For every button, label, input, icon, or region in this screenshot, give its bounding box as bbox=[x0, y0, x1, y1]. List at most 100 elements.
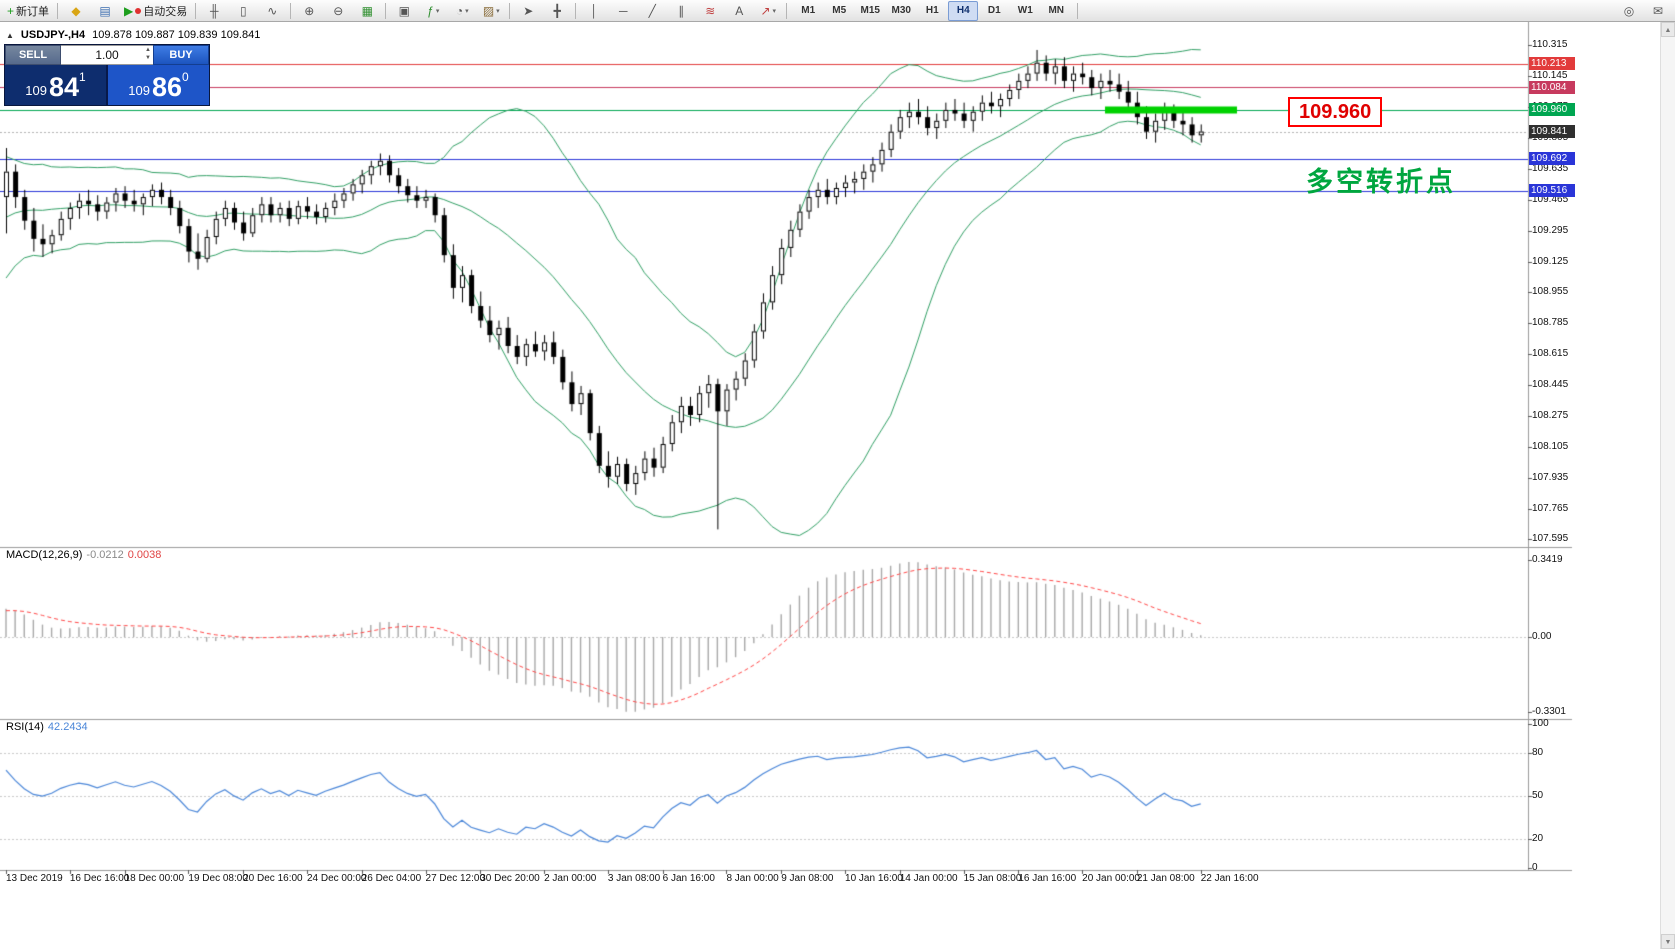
macd-name: MACD(12,26,9) bbox=[6, 549, 83, 561]
line-chart-icon: ∿ bbox=[267, 3, 278, 18]
price-tick-label: 108.785 bbox=[1532, 317, 1569, 329]
toolbar-separator bbox=[385, 2, 387, 19]
templates-dropdown-icon[interactable]: ▾ bbox=[496, 7, 500, 15]
turning-point-annotation[interactable]: 多空转折点 bbox=[1306, 167, 1456, 197]
price-level-annotation[interactable]: 109.960 bbox=[1288, 97, 1383, 127]
candlestick-chart-icon: ▯ bbox=[239, 3, 247, 18]
volume-down-icon[interactable]: ▼ bbox=[145, 55, 151, 61]
sell-button[interactable]: SELL bbox=[5, 45, 61, 65]
trendline-icon: ╱ bbox=[648, 3, 656, 18]
indicators-icon: ƒ bbox=[427, 3, 434, 18]
price-tag-109.960: 109.960 bbox=[1529, 103, 1575, 117]
price-tick-label: 108.445 bbox=[1532, 379, 1569, 391]
grid-button[interactable]: ▦ bbox=[353, 1, 381, 21]
time-tick-label: 2 Jan 00:00 bbox=[544, 873, 597, 884]
volume-field[interactable]: 1.00 ▲ ▼ bbox=[61, 45, 153, 65]
chart-canvas[interactable] bbox=[0, 22, 1675, 949]
ohlc-bars-button[interactable]: ╫ bbox=[200, 1, 228, 21]
macd-tick-label: -0.3301 bbox=[1532, 705, 1566, 717]
scroll-up-icon[interactable]: ▲ bbox=[1661, 22, 1675, 37]
volume-up-icon[interactable]: ▲ bbox=[145, 47, 151, 53]
arrange-windows-button[interactable]: ▣ bbox=[390, 1, 418, 21]
time-tick-label: 8 Jan 00:00 bbox=[726, 873, 779, 884]
time-tick-label: 20 Dec 16:00 bbox=[243, 873, 303, 884]
price-tick-label: 109.125 bbox=[1532, 255, 1569, 267]
timeframe-w1-button[interactable]: W1 bbox=[1017, 5, 1033, 16]
toolbar-separator bbox=[575, 2, 577, 19]
time-tick-label: 22 Jan 16:00 bbox=[1200, 873, 1259, 884]
price-tick-label: 108.275 bbox=[1532, 409, 1569, 421]
profiles-button[interactable]: ◆ bbox=[62, 1, 90, 21]
equidistant-channel-button[interactable]: ∥ bbox=[667, 1, 695, 21]
arrange-windows-icon: ▣ bbox=[398, 3, 410, 18]
arrow-objects-dropdown-icon[interactable]: ▾ bbox=[772, 7, 777, 15]
bid-price[interactable]: 109 84 1 bbox=[5, 65, 106, 105]
new-order-button[interactable]: + 新订单 bbox=[3, 1, 53, 21]
line-chart-button[interactable]: ∿ bbox=[258, 1, 286, 21]
time-tick-label: 26 Dec 04:00 bbox=[361, 873, 422, 884]
zoom-out-button[interactable]: ⊖ bbox=[324, 1, 352, 21]
macd-tick-label: 0.00 bbox=[1532, 631, 1552, 642]
price-tag-109.516: 109.516 bbox=[1529, 184, 1575, 198]
auto-trading-label: 自动交易 bbox=[143, 5, 188, 18]
ask-price[interactable]: 109 86 0 bbox=[108, 65, 209, 105]
timeframe-h1-button[interactable]: H1 bbox=[925, 5, 939, 16]
text-label-button[interactable]: A bbox=[725, 1, 753, 21]
vertical-line-button[interactable]: │ bbox=[580, 1, 608, 21]
cursor-button[interactable]: ➤ bbox=[514, 1, 542, 21]
auto-trading-icon: ▶ bbox=[124, 3, 134, 18]
macd-indicator-label: MACD(12,26,9) -0.0212 0.0038 bbox=[6, 549, 161, 561]
ohlc-values: 109.878 109.887 109.839 109.841 bbox=[92, 29, 261, 41]
toolbar-separator bbox=[509, 2, 511, 19]
price-tick-label: 107.595 bbox=[1532, 533, 1569, 545]
symbol-period-label: USDJPY-,H4 bbox=[20, 29, 86, 41]
templates-button[interactable]: ▨ ▾ bbox=[477, 1, 505, 21]
collapse-panel-icon[interactable]: ▲ bbox=[6, 30, 14, 40]
templates-icon: ▨ bbox=[482, 3, 495, 18]
trendline-button[interactable]: ╱ bbox=[638, 1, 666, 21]
zoom-in-icon: ⊕ bbox=[304, 3, 315, 18]
indicators-dropdown-icon[interactable]: ▾ bbox=[435, 7, 440, 15]
messages-button[interactable]: ✉ bbox=[1644, 1, 1672, 21]
time-tick-label: 21 Jan 08:00 bbox=[1136, 873, 1195, 884]
new-order-label: 新订单 bbox=[16, 5, 50, 18]
rsi-tick-label: 80 bbox=[1532, 746, 1544, 758]
horizontal-line-button[interactable]: ─ bbox=[609, 1, 637, 21]
zoom-in-button[interactable]: ⊕ bbox=[295, 1, 323, 21]
search-button[interactable]: ◎ bbox=[1615, 1, 1643, 21]
periods-dropdown-icon[interactable]: ▾ bbox=[465, 7, 469, 15]
time-tick-label: 16 Dec 16:00 bbox=[69, 873, 130, 884]
candlestick-chart-button[interactable]: ▯ bbox=[229, 1, 257, 21]
time-tick-label: 30 Dec 20:00 bbox=[480, 873, 540, 884]
timeframe-d1-button[interactable]: D1 bbox=[987, 5, 1001, 16]
buy-button[interactable]: BUY bbox=[153, 45, 209, 65]
crosshair-button[interactable]: ╋ bbox=[543, 1, 571, 21]
search-icon: ◎ bbox=[1623, 3, 1635, 18]
rsi-tick-label: 20 bbox=[1532, 833, 1544, 845]
timeframe-mn-button[interactable]: MN bbox=[1048, 5, 1065, 16]
timeframe-m15-button[interactable]: M15 bbox=[860, 5, 880, 16]
ask-price-sup: 0 bbox=[182, 70, 189, 84]
scroll-down-icon[interactable]: ▼ bbox=[1661, 934, 1675, 949]
indicators-button[interactable]: ƒ ▾ bbox=[419, 1, 447, 21]
ohlc-bars-icon: ╫ bbox=[209, 3, 219, 18]
timeframe-m1-button[interactable]: M1 bbox=[801, 5, 816, 16]
auto-trading-button[interactable]: ▶ 自动交易 bbox=[120, 1, 191, 21]
periods-button[interactable]: ◔ ▾ bbox=[448, 1, 476, 21]
macd-value-signal: 0.0038 bbox=[127, 549, 162, 561]
rsi-name: RSI(14) bbox=[6, 721, 44, 733]
toolbar-separator bbox=[195, 2, 197, 19]
macd-value-main: -0.0212 bbox=[86, 549, 124, 561]
timeframe-h4-button[interactable]: H4 bbox=[948, 0, 979, 21]
arrow-objects-button[interactable]: ↗ ▾ bbox=[754, 1, 782, 21]
market-watch-button[interactable]: ▤ bbox=[91, 1, 119, 21]
bid-price-sup: 1 bbox=[79, 70, 86, 84]
timeframe-m5-button[interactable]: M5 bbox=[832, 5, 847, 16]
vertical-scrollbar[interactable]: ▲ ▼ bbox=[1660, 22, 1675, 949]
toolbar-separator bbox=[786, 2, 788, 19]
time-tick-label: 10 Jan 16:00 bbox=[845, 873, 903, 884]
fibonacci-button[interactable]: ≋ bbox=[696, 1, 724, 21]
cursor-icon: ➤ bbox=[523, 3, 534, 18]
timeframe-m30-button[interactable]: M30 bbox=[891, 5, 911, 16]
